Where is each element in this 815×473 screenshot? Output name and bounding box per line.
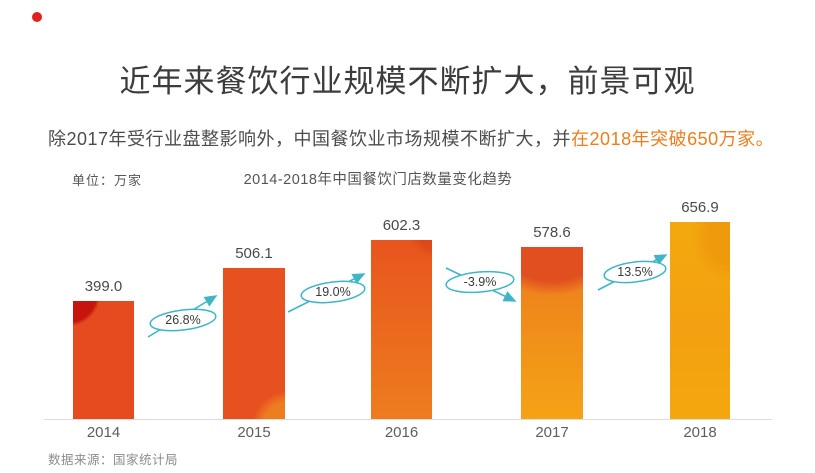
tick-label-2017: 2017 [535,424,569,441]
tick-label-2014: 2014 [86,424,121,441]
growth-bubble-13-5 [603,260,667,284]
value-label-2018: 656.9 [681,199,719,216]
tick-label-2015: 2015 [237,424,271,441]
value-label-2017: 578.6 [533,224,571,241]
bar-2017 [521,247,583,419]
growth-label-2015-2016: 19.0% [315,285,351,299]
subtitle: 除2017年受行业盘整影响外，中国餐饮业市场规模不断扩大，并在2018年突破65… [48,125,808,151]
logo-red-dot-icon [32,12,42,22]
bar-2018 [670,222,730,419]
chart-title: 2014-2018年中国餐饮门店数量变化趋势 [243,172,513,188]
growth-bubble-26-8 [149,308,217,332]
subtitle-plain-text: 除2017年受行业盘整影响外，中国餐饮业市场规模不断扩大，并 [48,129,572,149]
tick-label-2016: 2016 [384,424,419,441]
growth-annotations-layer [147,254,668,338]
value-label-2015: 506.1 [235,245,273,262]
axis-unit-label: 单位：万家 [72,173,143,188]
bar-2015 [223,268,285,419]
growth-label-2014-2015: 26.8% [165,313,201,327]
growth-label-2016-2017: -3.9% [463,275,497,289]
page-title: 近年来餐饮行业规模不断扩大，前景可观 [119,64,696,99]
value-label-2016: 602.3 [382,217,421,234]
growth-bubble-19-0 [300,280,366,304]
data-source-label: 数据来源：国家统计局 [48,453,179,467]
growth-bubble-minus-3-9 [445,270,515,294]
bar-2016 [371,240,432,419]
growth-label-2017-2018: 13.5% [617,265,653,279]
x-axis-line [44,419,772,420]
subtitle-highlight-text: 在2018年突破650万家。 [571,129,775,149]
tick-label-2018: 2018 [683,424,717,441]
bar-2014 [73,301,134,419]
value-label-2014: 399.0 [84,278,123,295]
